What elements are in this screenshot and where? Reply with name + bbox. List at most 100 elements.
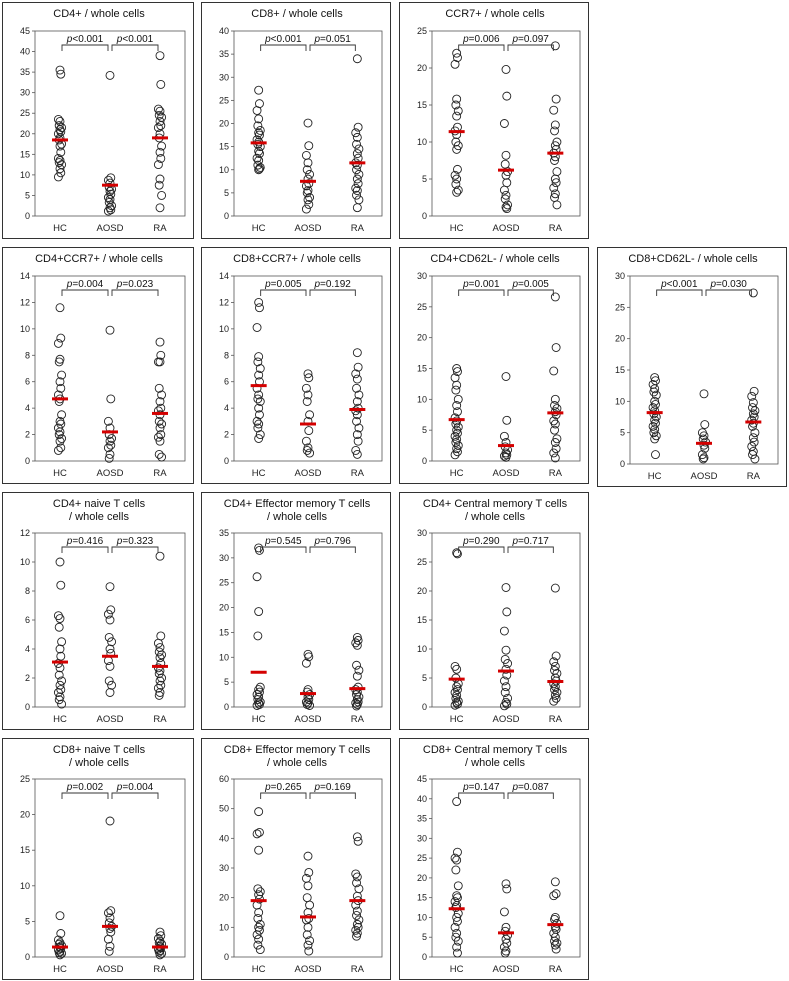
x-tick-label: RA [747,471,761,482]
data-point [254,370,264,380]
data-point [155,397,165,406]
data-point [155,116,165,126]
data-point [499,626,509,636]
chart-svg: CCR7+ / whole cells 0 5 10 15 20 25 HC AOSD RA p=0… [417,8,581,234]
data-point [254,807,264,817]
data-point [156,931,166,941]
chart-title: CD8+CD62L- / whole cells [628,253,758,265]
data-point [254,390,264,400]
x-tick-label: HC [450,468,464,479]
chart-svg: CD8+ Effector memory T cells/ whole cell… [219,744,383,975]
data-point [302,930,312,940]
data-point [501,583,511,592]
data-point [301,150,311,160]
data-point [700,420,710,429]
p-value-label: p=0.796 [313,536,351,547]
chart-title: CCR7+ / whole cells [445,8,545,20]
data-point [53,172,63,182]
p-value-label: p=0.005 [264,279,302,290]
data-point [57,676,67,686]
data-point [103,934,113,944]
data-point [354,390,364,400]
data-point [453,699,462,709]
data-point [105,449,115,459]
data-point [105,816,115,826]
significance-bracket [309,792,356,799]
data-point [453,948,462,958]
x-tick-label: AOSD [493,468,520,479]
p-value-label: p=0.290 [462,536,500,547]
chart-title: / whole cells [267,757,327,769]
data-point [501,202,511,212]
y-tick-label: 5 [25,190,30,200]
data-point [255,397,265,406]
data-point [107,201,117,211]
data-point [750,428,760,438]
data-point [748,409,758,419]
y-tick-label: 10 [219,922,229,932]
data-point [450,853,460,863]
data-point [252,572,262,582]
data-point [57,637,67,647]
data-point [748,450,757,460]
data-point [253,121,263,131]
data-point [254,165,264,175]
x-tick-label: HC [252,468,266,479]
data-point [155,203,165,213]
data-point [499,451,509,461]
data-point [352,449,362,459]
data-point [153,432,163,442]
data-point [452,797,462,806]
p-value-label: p=0.097 [511,34,549,45]
x-tick-label: AOSD [97,468,124,479]
data-point [154,449,164,459]
y-tick-label: 6 [25,377,30,387]
data-point [352,878,361,888]
y-tick-label: 40 [219,833,229,843]
y-tick-label: 10 [20,881,30,891]
y-tick-label: 10 [20,170,30,180]
data-point [305,193,315,202]
data-point [55,663,65,673]
data-point [301,436,311,446]
significance-bracket [309,289,356,296]
y-tick-label: 8 [224,350,229,360]
data-point [255,410,264,420]
data-point [651,400,660,409]
chart-panel: CCR7+ / whole cells 0 5 10 15 20 25 HC AOSD RA p=0… [399,2,589,239]
data-point [748,288,758,298]
y-tick-label: 10 [20,324,30,334]
data-point [55,614,65,624]
data-point [57,948,67,958]
data-point [156,680,166,690]
chart-title: CD8+ Effector memory T cells [224,744,371,756]
data-point [252,930,262,940]
y-tick-label: 2 [224,430,229,440]
data-point [55,141,65,151]
significance-bracket [260,289,307,296]
data-point [254,890,264,900]
chart-panel: CD8+CD62L- / whole cells 0 5 10 15 20 25 30 HC AO… [597,247,787,487]
significance-bracket [61,44,109,51]
data-point [453,367,462,377]
y-tick-label: 15 [219,142,229,152]
y-tick-label: 10 [417,644,427,654]
data-point [303,369,313,379]
data-point [650,406,660,416]
data-point [302,445,312,455]
data-point [651,450,660,460]
data-point [650,384,660,394]
data-point [157,948,167,958]
significance-bracket [111,44,159,51]
significance-bracket [61,792,109,799]
data-point [452,380,462,390]
significance-bracket [458,44,505,51]
data-point [550,156,559,165]
y-tick-label: 45 [20,26,30,36]
data-point [103,443,113,453]
data-point [304,652,314,662]
significance-bracket [260,792,307,799]
y-tick-label: 20 [20,810,30,820]
y-tick-label: 15 [20,149,30,159]
data-point [450,450,460,460]
